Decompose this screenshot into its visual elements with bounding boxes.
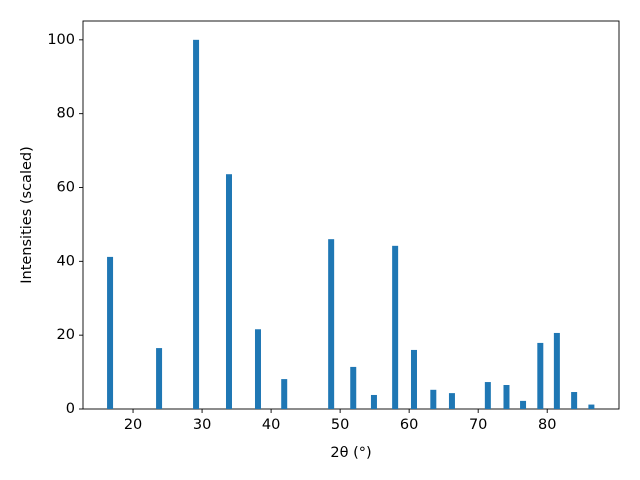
x-tick-label: 50 — [331, 417, 349, 433]
y-tick-label: 0 — [66, 401, 75, 417]
bar — [553, 332, 560, 409]
x-tick-label: 70 — [469, 417, 487, 433]
bar — [156, 348, 163, 409]
x-tick-label: 80 — [538, 417, 556, 433]
y-tick-label: 80 — [57, 106, 75, 122]
x-tick-label: 40 — [262, 417, 280, 433]
bar — [281, 379, 288, 409]
y-tick-label: 60 — [57, 179, 75, 195]
bar — [520, 400, 527, 409]
y-tick-label: 20 — [57, 327, 75, 343]
bar — [430, 389, 437, 409]
x-tick-label: 60 — [400, 417, 418, 433]
bar — [328, 239, 335, 409]
bar — [193, 39, 200, 409]
x-tick-label: 30 — [193, 417, 211, 433]
bar — [484, 382, 491, 409]
bar — [254, 329, 261, 409]
y-tick-label: 100 — [47, 32, 75, 48]
y-axis-label: Intensities (scaled) — [19, 146, 35, 284]
bar — [410, 349, 417, 409]
bar — [392, 245, 399, 409]
x-axis-label: 2θ (°) — [330, 445, 371, 461]
bar — [225, 174, 232, 409]
bar — [503, 385, 510, 409]
bar — [350, 366, 357, 409]
bar — [588, 404, 595, 409]
bar — [448, 393, 455, 409]
bar — [537, 342, 544, 409]
bar — [571, 392, 578, 409]
bar — [107, 256, 114, 409]
x-tick-label: 20 — [124, 417, 142, 433]
bar — [370, 394, 377, 409]
y-tick-label: 40 — [57, 253, 75, 269]
